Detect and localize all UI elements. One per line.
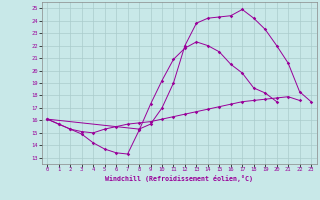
X-axis label: Windchill (Refroidissement éolien,°C): Windchill (Refroidissement éolien,°C)	[105, 175, 253, 182]
